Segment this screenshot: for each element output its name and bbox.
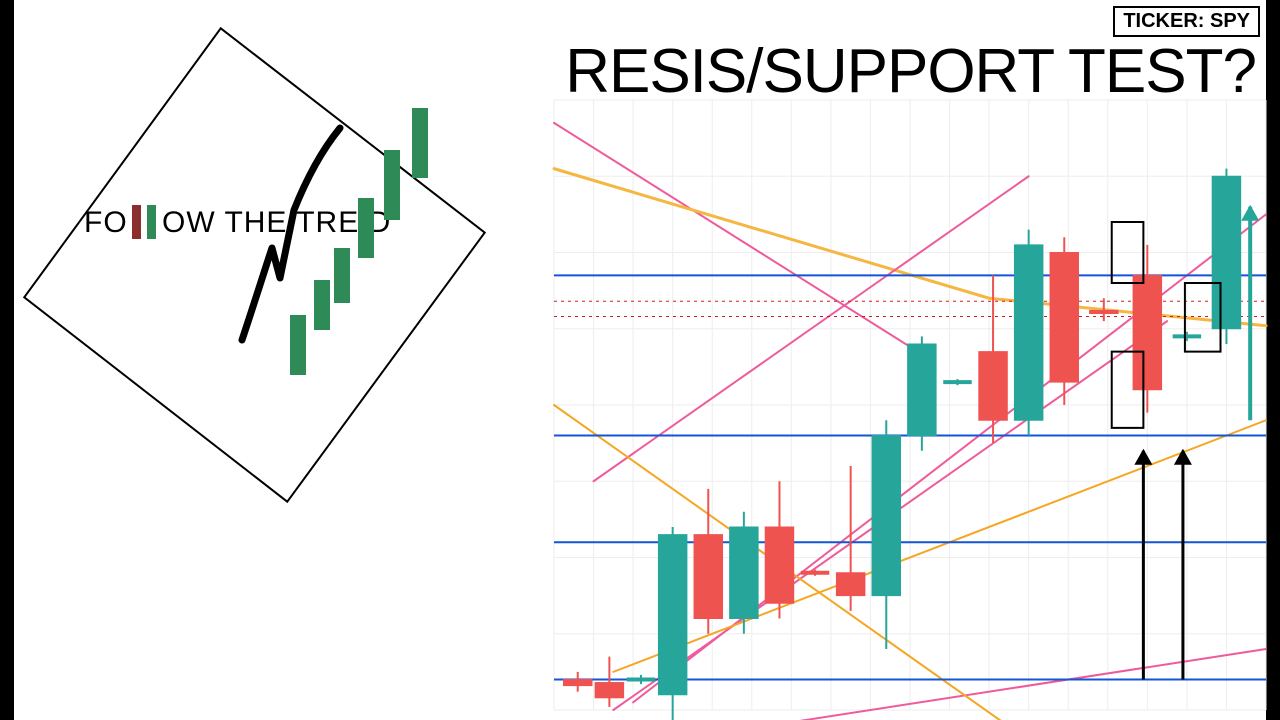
candlestick-chart <box>554 100 1266 710</box>
svg-text:FO: FO <box>84 206 128 239</box>
svg-text:OW THE TRE D: OW THE TRE D <box>162 206 391 239</box>
headline-text: RESIS/SUPPORT TEST? <box>565 36 1256 107</box>
ticker-label: TICKER: SPY <box>1123 10 1250 32</box>
canvas-stage: TICKER: SPY RESIS/SUPPORT TEST? FO OW THE… <box>14 0 1266 720</box>
logo-graphic: FO OW THE TRE D <box>0 0 514 530</box>
ticker-box: TICKER: SPY <box>1113 6 1260 37</box>
